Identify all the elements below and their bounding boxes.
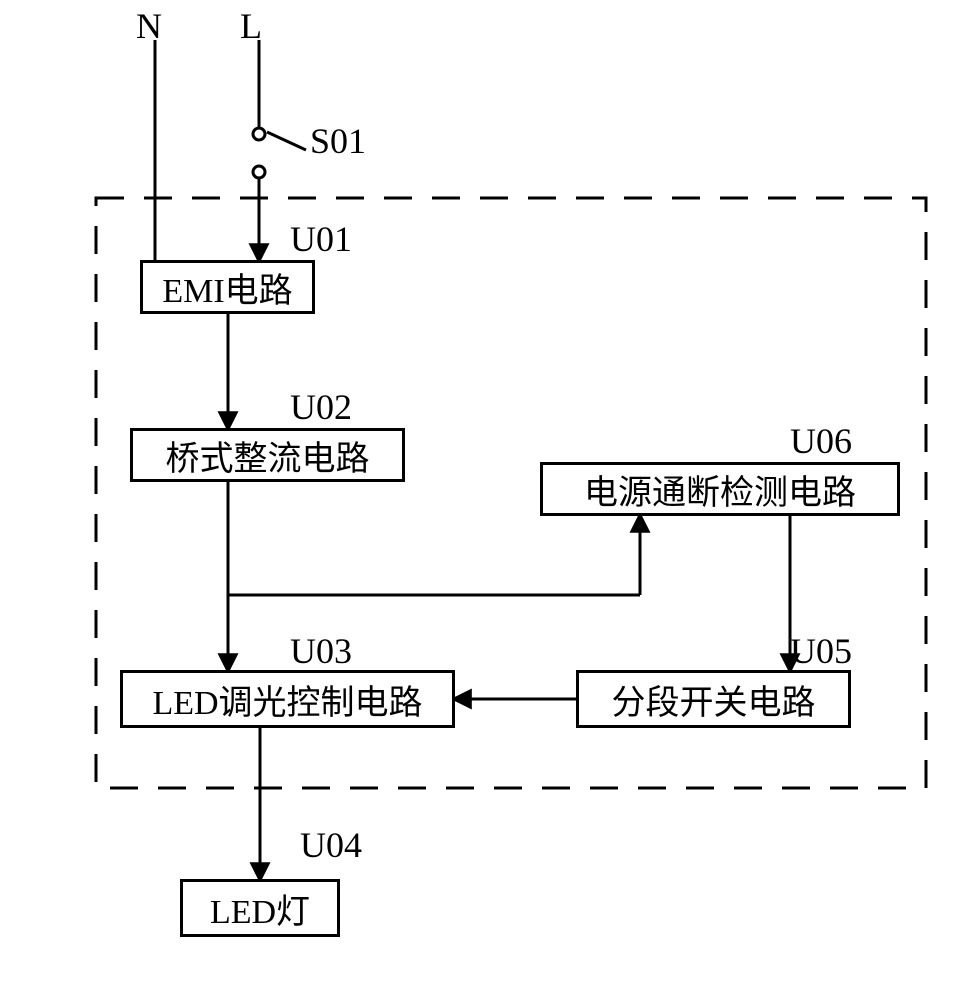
box-pwr-det: 电源通断检测电路 — [540, 462, 900, 516]
box-led-lamp: LED灯 — [180, 879, 340, 937]
label-U03: U03 — [290, 630, 352, 672]
label-U02: U02 — [290, 386, 352, 428]
label-U06: U06 — [790, 420, 852, 462]
box-pwr-det-text: 电源通断检测电路 — [584, 465, 856, 514]
box-bridge: 桥式整流电路 — [130, 428, 405, 482]
box-led-ctrl: LED调光控制电路 — [120, 670, 455, 728]
box-led-ctrl-text: LED调光控制电路 — [152, 675, 422, 724]
label-S01: S01 — [310, 120, 366, 162]
box-seg-sw: 分段开关电路 — [576, 670, 851, 728]
label-U05: U05 — [790, 630, 852, 672]
label-U01: U01 — [290, 218, 352, 260]
box-emi-text: EMI电路 — [162, 263, 292, 312]
label-N: N — [136, 5, 162, 47]
box-seg-sw-text: 分段开关电路 — [612, 675, 816, 724]
box-bridge-text: 桥式整流电路 — [166, 431, 370, 480]
label-L: L — [240, 5, 262, 47]
label-U04: U04 — [300, 824, 362, 866]
box-emi: EMI电路 — [140, 260, 315, 314]
box-led-lamp-text: LED灯 — [210, 884, 310, 933]
